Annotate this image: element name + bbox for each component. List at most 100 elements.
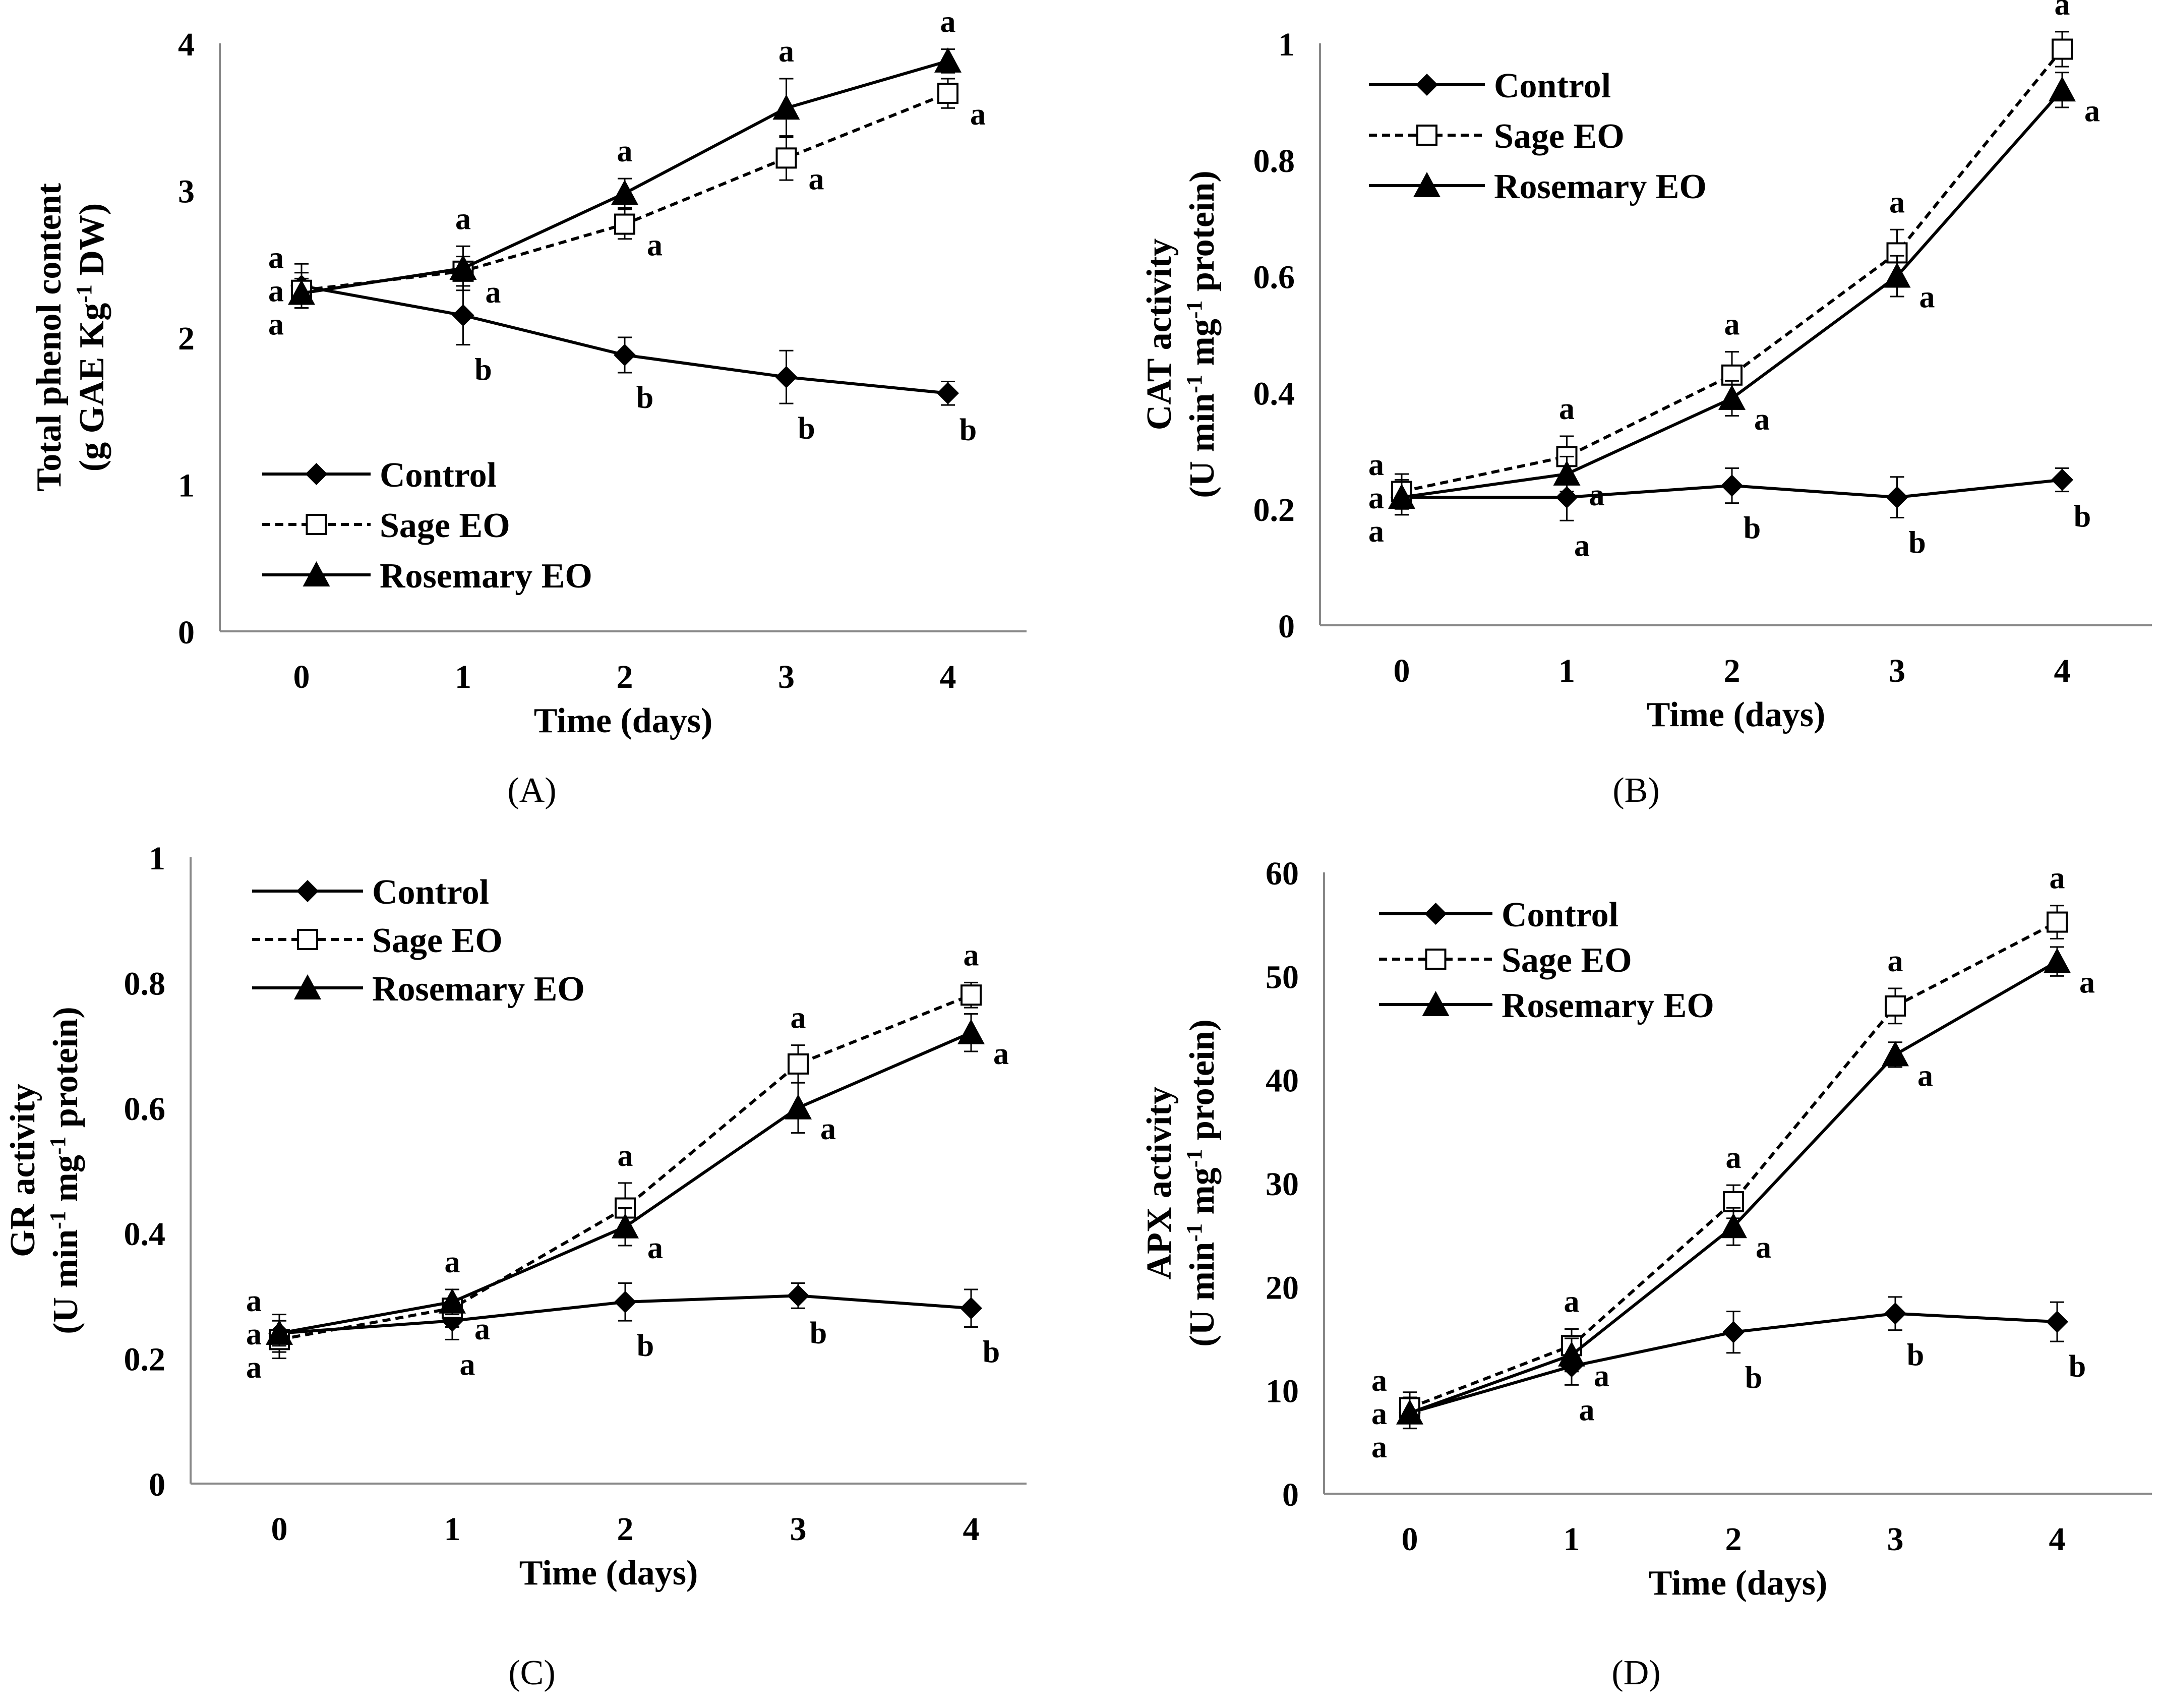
significance-letter: a: [2050, 861, 2065, 896]
legend-marker: [306, 514, 327, 535]
chart-panel-b: 0 0.2 0.4 0.6 0.8 1 0 1 2 3 4 Time (days) CAT activi…: [1140, 0, 2152, 810]
y-axis-title-line2: (U min: [1183, 1242, 1222, 1347]
significance-letter: a: [964, 938, 979, 972]
data-point: [2052, 38, 2073, 60]
series-rosemary-eo: [288, 47, 962, 309]
significance-letter: a: [778, 34, 794, 69]
data-point: [961, 984, 982, 1006]
significance-letter: a: [1371, 1397, 1387, 1431]
data-point: [1883, 262, 1911, 288]
data-point: [934, 47, 962, 73]
data-point: [2047, 911, 2068, 933]
y-tick-label: 0: [1282, 1477, 1299, 1513]
significance-letter: a: [1889, 185, 1905, 219]
x-tick-label: 4: [2049, 1521, 2066, 1558]
x-tick-label: 0: [271, 1511, 288, 1548]
legend-marker: [1416, 74, 1438, 96]
significance-letter: a: [460, 1347, 475, 1382]
x-tick-label: 1: [444, 1511, 461, 1548]
significance-letter: a: [1371, 1364, 1387, 1398]
x-tick-label: 3: [790, 1511, 807, 1548]
series-rosemary-eo: [1396, 946, 2071, 1430]
significance-letter: a: [1574, 528, 1590, 563]
data-point: [1886, 486, 1908, 509]
y-axis-title-suffix: DW): [73, 203, 111, 284]
significance-letter: a: [1726, 1141, 1742, 1175]
legend-marker: [294, 974, 321, 999]
significance-letter: a: [1579, 1393, 1595, 1427]
y-axis-title: Total phenol content (g GAE Kg-1 DW): [30, 183, 111, 492]
significance-letter: a: [1594, 1359, 1609, 1393]
y-axis-title-line2: (U min: [1183, 393, 1222, 498]
y-tick-label: 0.2: [1253, 492, 1295, 528]
x-tick-label: 2: [1725, 1521, 1742, 1558]
legend-label: Control: [372, 873, 489, 912]
data-point: [1885, 995, 1906, 1017]
data-point: [960, 1297, 982, 1320]
legend-label: Sage EO: [1502, 941, 1632, 980]
data-point: [2046, 1311, 2068, 1333]
y-tick-label: 1: [149, 840, 165, 877]
y-axis-title-sup2: -1: [1182, 301, 1207, 319]
significance-letter: a: [1371, 1430, 1387, 1464]
data-point: [775, 366, 798, 388]
x-axis-title: Time (days): [519, 1554, 698, 1593]
x-tick-label: 1: [1564, 1521, 1580, 1558]
data-point: [266, 1319, 293, 1345]
data-point: [2044, 948, 2071, 973]
data-point: [612, 1213, 639, 1239]
series-line: [279, 993, 972, 1341]
significance-letter: b: [1745, 1361, 1762, 1395]
x-tick-label: 3: [778, 659, 795, 695]
x-tick-label: 0: [1394, 653, 1410, 689]
significance-letter: a: [1368, 481, 1384, 515]
y-tick-label: 30: [1266, 1166, 1299, 1203]
data-point: [1884, 1302, 1906, 1325]
y-axis-title-sup: -1: [72, 284, 96, 303]
legend-label: Sage EO: [380, 506, 510, 545]
y-axis-title-mid: mg: [46, 1155, 85, 1211]
significance-letter: a: [617, 134, 633, 168]
legend-marker: [297, 929, 318, 950]
legend-label: Control: [1502, 896, 1618, 934]
significance-letter: b: [810, 1316, 827, 1350]
legend: Control Sage EO Rosemary EO: [1369, 67, 1707, 206]
significance-letter: a: [268, 308, 284, 342]
series-line: [1401, 48, 2064, 493]
y-tick-label: 3: [178, 173, 195, 210]
chart-panel-c: 0 0.2 0.4 0.6 0.8 1 0 1 2 3 4 Time (days) GR activit…: [4, 840, 1027, 1692]
legend-label: Rosemary EO: [1502, 986, 1714, 1025]
chart-panel-d: 0 10 20 30 40 50 60 0 1 2 3 4 Time (days) APX activit…: [1140, 855, 2152, 1692]
data-point: [957, 1019, 985, 1044]
significance-letter: b: [1744, 511, 1761, 546]
y-tick-label: 0: [1278, 608, 1295, 645]
data-point: [1882, 1041, 1909, 1067]
y-tick-label: 40: [1266, 1063, 1299, 1099]
significance-letter: b: [1908, 526, 1926, 560]
data-point: [1396, 1399, 1423, 1425]
data-point: [788, 1053, 809, 1075]
significance-letter: a: [1368, 448, 1384, 482]
data-point: [937, 83, 958, 104]
legend-marker: [1416, 125, 1437, 146]
panel-label: (B): [1612, 771, 1659, 810]
legend-label: Control: [380, 456, 497, 495]
y-tick-label: 0.4: [124, 1216, 166, 1253]
x-tick-label: 4: [2054, 653, 2071, 689]
significance-letter: a: [993, 1037, 1009, 1071]
significance-letter: a: [268, 274, 284, 309]
y-tick-label: 20: [1266, 1269, 1299, 1306]
y-axis-title-sup: -1: [1182, 375, 1207, 393]
data-point: [452, 304, 474, 327]
significance-letter: a: [1754, 402, 1770, 437]
significance-letter: a: [2084, 94, 2100, 128]
y-axis-title-mid: mg: [1183, 1167, 1222, 1223]
data-point: [614, 343, 636, 366]
x-axis-title: Time (days): [534, 701, 713, 740]
y-axis-title-mid: mg: [1183, 319, 1222, 375]
data-point: [2049, 76, 2076, 102]
significance-letter: b: [2074, 500, 2091, 534]
legend-label: Sage EO: [372, 921, 503, 960]
series-rosemary-eo: [266, 1013, 985, 1347]
